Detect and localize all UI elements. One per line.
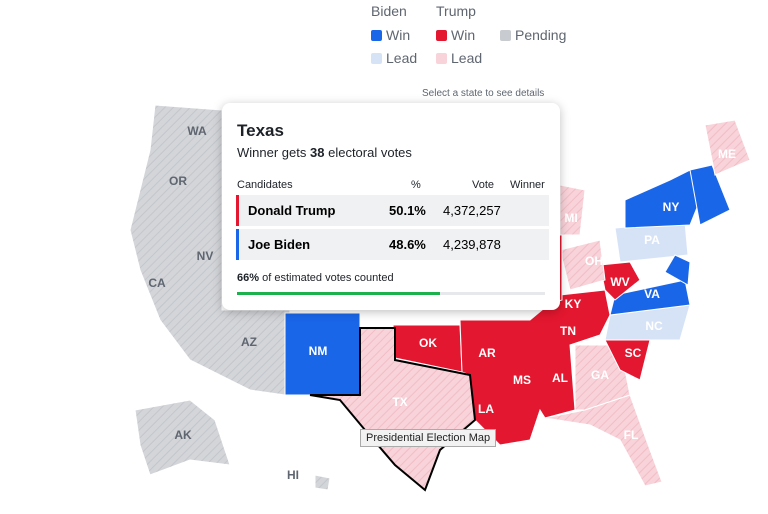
state-wv[interactable] bbox=[599, 261, 641, 301]
header: % bbox=[411, 179, 421, 191]
state-tx[interactable] bbox=[309, 327, 477, 492]
percent: 48.6% bbox=[389, 237, 426, 252]
state-mi[interactable] bbox=[559, 184, 586, 236]
state-label: OK bbox=[419, 336, 437, 350]
header: Winner bbox=[510, 179, 545, 191]
state-label: ME bbox=[718, 147, 736, 161]
legend-swatch bbox=[436, 30, 447, 41]
legend-swatch bbox=[436, 53, 447, 64]
state-label: GA bbox=[591, 368, 609, 382]
state-label: CA bbox=[148, 276, 166, 290]
legend-swatch bbox=[500, 30, 511, 41]
state-label: PA bbox=[644, 233, 660, 247]
text: Winner gets bbox=[237, 145, 307, 160]
state-label: VA bbox=[644, 287, 660, 301]
candidate: Donald Trump bbox=[248, 203, 336, 218]
mid-atlantic[interactable] bbox=[664, 254, 691, 286]
electoral-votes: 38 bbox=[310, 145, 325, 160]
state-fl[interactable] bbox=[544, 394, 663, 487]
state-label: SC bbox=[625, 346, 642, 360]
state-label: OR bbox=[169, 174, 187, 188]
state-tooltip: Texas Winner gets 38 electoral votes Can… bbox=[222, 103, 560, 310]
state-label: NC bbox=[645, 319, 663, 333]
state-label: AR bbox=[478, 346, 496, 360]
state-ak[interactable] bbox=[134, 399, 231, 476]
counted-text: 66% of estimated votes counted bbox=[237, 272, 394, 284]
tooltip-title: Texas bbox=[237, 121, 284, 140]
legend-label: Win bbox=[451, 27, 476, 43]
legend-swatch bbox=[371, 30, 382, 41]
state-me[interactable] bbox=[704, 119, 751, 176]
state-label: KY bbox=[565, 297, 582, 311]
state-label: WA bbox=[187, 124, 207, 138]
tooltip-subtitle: Winner gets 38 electoral votes bbox=[237, 145, 412, 160]
candidate-row: Joe Biden 48.6% 4,239,878 bbox=[236, 229, 549, 260]
candidate: Joe Biden bbox=[248, 237, 311, 252]
state-hi[interactable] bbox=[314, 474, 331, 491]
new-england[interactable] bbox=[689, 164, 731, 226]
state-label: LA bbox=[478, 402, 494, 416]
map-tooltip: Presidential Election Map bbox=[360, 429, 497, 447]
state-label: OH bbox=[585, 254, 603, 268]
state-label: AK bbox=[174, 428, 192, 442]
votes: 4,372,257 bbox=[443, 203, 501, 218]
state-ny[interactable] bbox=[624, 169, 701, 229]
legend-label: Pending bbox=[515, 27, 567, 43]
counted-percent: 66% bbox=[237, 272, 260, 284]
state-label: MS bbox=[513, 373, 531, 387]
states bbox=[129, 104, 751, 492]
percent: 50.1% bbox=[389, 203, 426, 218]
legend-title: Biden bbox=[371, 3, 407, 19]
state-label: HI bbox=[287, 468, 299, 482]
hint: Select a state to see details bbox=[422, 88, 545, 99]
votes: 4,239,878 bbox=[443, 237, 501, 252]
candidate-row: Donald Trump 50.1% 4,372,257 bbox=[236, 195, 549, 226]
header: Candidates bbox=[237, 179, 293, 191]
state-label: NY bbox=[663, 200, 680, 214]
state-label: NV bbox=[197, 249, 214, 263]
state-va[interactable] bbox=[609, 279, 691, 316]
legend-title: Trump bbox=[436, 3, 476, 19]
state-label: AL bbox=[552, 371, 568, 385]
text: of estimated votes counted bbox=[262, 272, 394, 284]
legend-label: Lead bbox=[386, 50, 418, 66]
state-oh[interactable] bbox=[559, 239, 606, 291]
state-label: AZ bbox=[241, 335, 257, 349]
header: Vote bbox=[472, 179, 495, 191]
state-label: MI bbox=[564, 211, 577, 225]
state-label: TN bbox=[560, 324, 576, 338]
progress-bar bbox=[237, 292, 441, 295]
text: electoral votes bbox=[328, 145, 412, 160]
state-label: TX bbox=[392, 395, 407, 409]
legend-label: Win bbox=[386, 27, 411, 43]
state-label: WV bbox=[610, 275, 629, 289]
legend-swatch bbox=[371, 53, 382, 64]
progress-track bbox=[237, 292, 545, 295]
legend-label: Lead bbox=[451, 50, 483, 66]
state-label: NM bbox=[309, 344, 328, 358]
state-label: FL bbox=[624, 428, 639, 442]
